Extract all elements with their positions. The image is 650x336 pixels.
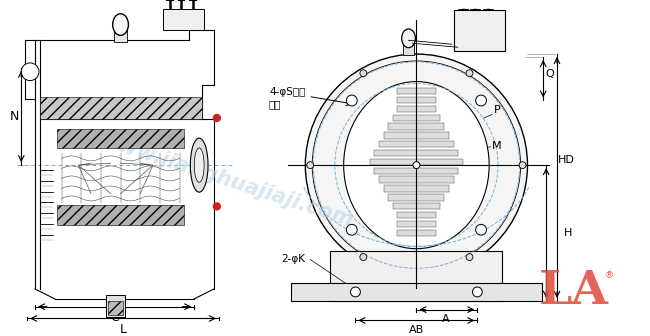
Text: 通孔: 通孔 bbox=[269, 99, 281, 109]
Circle shape bbox=[519, 162, 526, 169]
Circle shape bbox=[466, 70, 473, 77]
Bar bbox=[396, 212, 436, 218]
Text: L: L bbox=[120, 323, 127, 336]
Ellipse shape bbox=[112, 14, 129, 35]
Ellipse shape bbox=[190, 138, 208, 192]
Bar bbox=[454, 10, 505, 51]
Text: M: M bbox=[492, 141, 502, 151]
Bar bbox=[396, 229, 436, 236]
Circle shape bbox=[213, 203, 220, 210]
Text: www.jianghuajiaji.com: www.jianghuajiaji.com bbox=[98, 130, 356, 232]
Circle shape bbox=[413, 162, 420, 169]
Bar bbox=[40, 97, 202, 119]
Text: P: P bbox=[493, 106, 501, 116]
Bar bbox=[393, 203, 440, 209]
Circle shape bbox=[346, 95, 358, 106]
Ellipse shape bbox=[402, 29, 415, 48]
Ellipse shape bbox=[194, 148, 204, 182]
Bar bbox=[108, 301, 124, 314]
Bar bbox=[393, 115, 440, 121]
Bar bbox=[389, 194, 445, 201]
Bar bbox=[384, 185, 449, 192]
Text: LA: LA bbox=[539, 268, 608, 314]
Text: Q: Q bbox=[546, 69, 554, 79]
Circle shape bbox=[350, 287, 360, 297]
Bar bbox=[379, 176, 454, 183]
Circle shape bbox=[213, 115, 220, 121]
Text: 4-φS均布: 4-φS均布 bbox=[269, 87, 305, 97]
Circle shape bbox=[346, 224, 358, 235]
Circle shape bbox=[21, 63, 39, 81]
Ellipse shape bbox=[344, 82, 489, 249]
Circle shape bbox=[360, 70, 367, 77]
Bar bbox=[374, 168, 458, 174]
Text: 2-φK: 2-φK bbox=[281, 254, 305, 264]
Bar bbox=[291, 283, 542, 301]
Bar bbox=[114, 29, 127, 42]
Bar bbox=[57, 129, 185, 149]
Text: HD: HD bbox=[558, 155, 575, 165]
Bar bbox=[389, 123, 445, 130]
Circle shape bbox=[476, 224, 486, 235]
Bar bbox=[374, 150, 458, 156]
Text: ®: ® bbox=[604, 271, 614, 280]
Circle shape bbox=[466, 254, 473, 260]
Text: AB: AB bbox=[409, 325, 424, 335]
Bar bbox=[379, 141, 454, 148]
Bar bbox=[396, 106, 436, 112]
Text: A: A bbox=[442, 314, 450, 325]
Bar bbox=[330, 251, 502, 301]
Text: H: H bbox=[564, 228, 572, 238]
Circle shape bbox=[360, 254, 367, 260]
Circle shape bbox=[476, 95, 486, 106]
Circle shape bbox=[307, 162, 314, 169]
Bar bbox=[402, 41, 415, 55]
Circle shape bbox=[473, 287, 482, 297]
Bar bbox=[384, 132, 449, 138]
Bar bbox=[396, 221, 436, 227]
Bar bbox=[162, 9, 204, 31]
Circle shape bbox=[312, 61, 521, 269]
Text: N: N bbox=[10, 110, 19, 123]
Bar bbox=[396, 88, 436, 94]
Text: C: C bbox=[111, 311, 119, 324]
Bar bbox=[370, 159, 463, 165]
Circle shape bbox=[306, 54, 528, 276]
Bar bbox=[396, 97, 436, 103]
Bar bbox=[57, 205, 185, 225]
Bar bbox=[106, 295, 125, 317]
